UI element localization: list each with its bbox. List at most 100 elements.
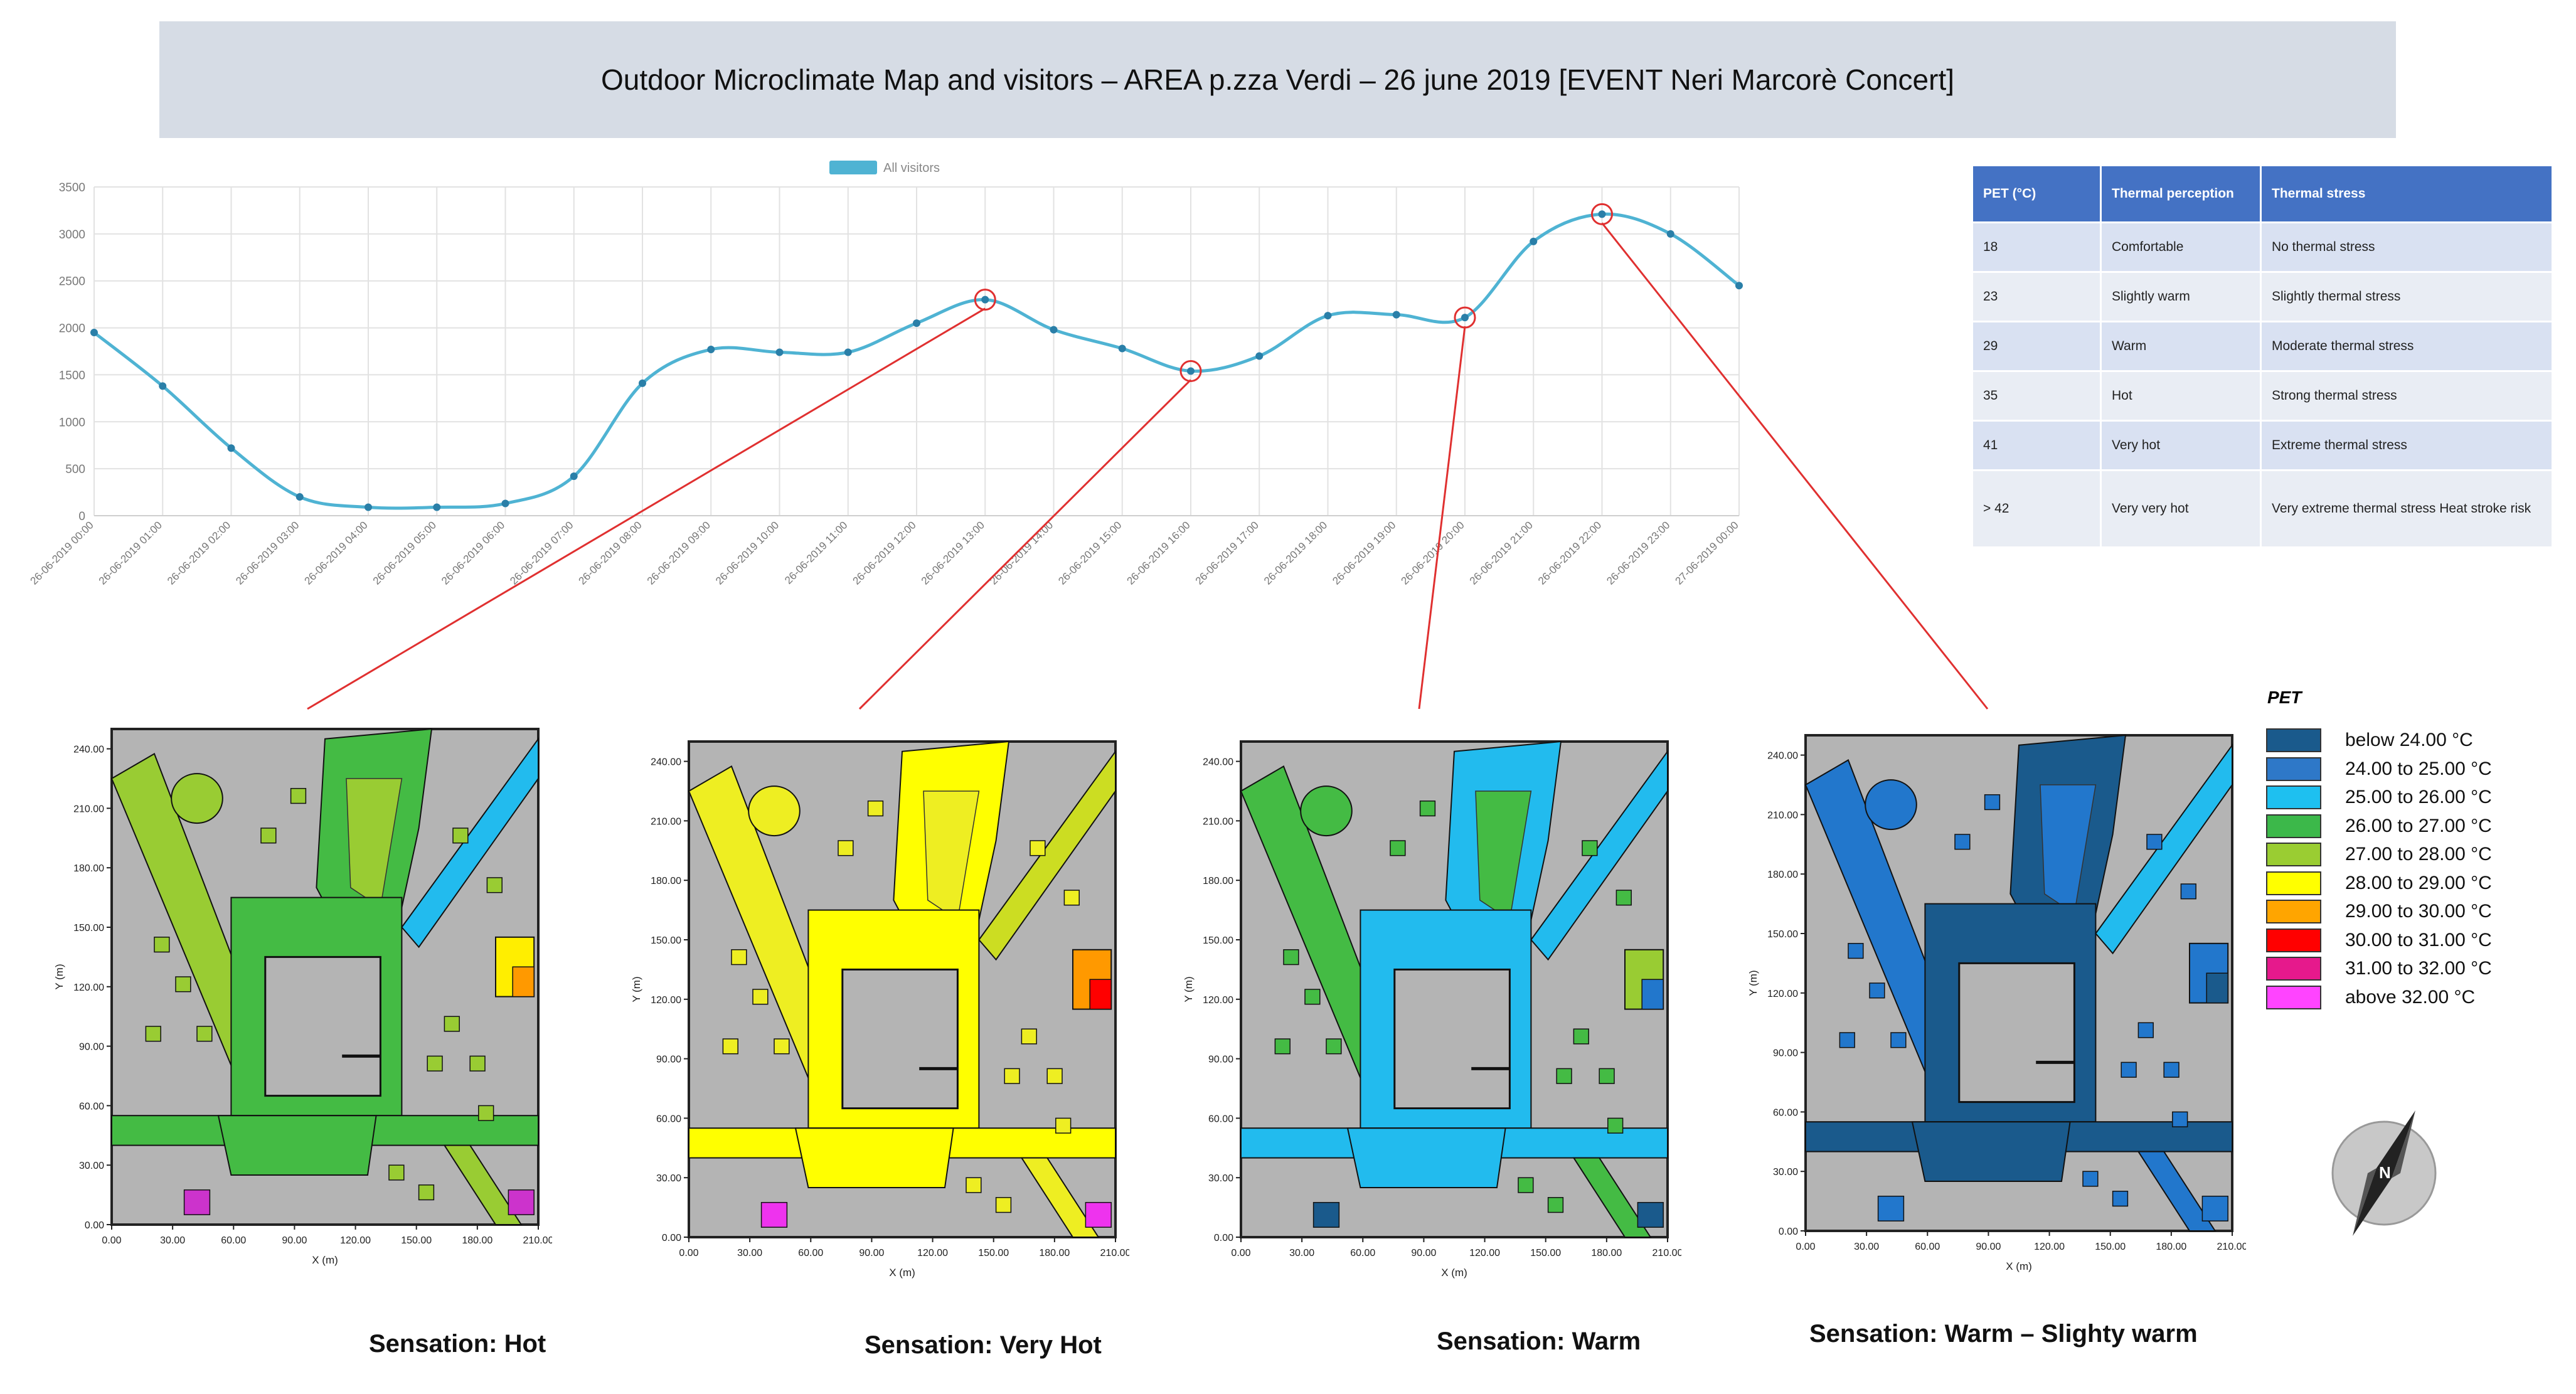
x-tick-label: 26-06-2019 02:00 [165, 519, 233, 587]
x-tick-label: 26-06-2019 12:00 [850, 519, 918, 587]
pet-zone [2095, 743, 2233, 955]
pet-zone [1582, 840, 1598, 856]
pet-table-cell: Slightly thermal stress [2260, 271, 2553, 322]
map-y-tick-label: 0.00 [1779, 1226, 1798, 1237]
pet-zone [452, 827, 469, 844]
data-point [1118, 344, 1126, 353]
legend-swatch [2266, 785, 2321, 809]
pet-table-row: 35 Hot Strong thermal stress [1971, 370, 2553, 422]
x-tick-label: 26-06-2019 18:00 [1262, 519, 1329, 587]
map-x-tick-label: 210.00 [2217, 1242, 2246, 1252]
pet-zone [1085, 1201, 1112, 1228]
pet-table-cell: 18 [1971, 221, 2102, 273]
pet-map: 0.00 30.00 60.00 90.00 120.00 150.00 180.00 210… [1183, 740, 1683, 1279]
pet-zone [978, 749, 1116, 961]
map-x-tick-label: 90.00 [282, 1235, 307, 1246]
map-x-tick-label: 210.00 [1100, 1248, 1129, 1258]
map-building [1393, 968, 1511, 1110]
legend-label: above 32.00 °C [2345, 986, 2476, 1008]
legend-item: 24.00 to 25.00 °C [2266, 757, 2492, 782]
compass-label: N [2379, 1163, 2391, 1182]
pet-table-header: Thermal stress [2260, 164, 2553, 223]
pet-zone [217, 1115, 377, 1176]
map-x-tick-label: 180.00 [2156, 1242, 2186, 1252]
map-y-tick-label: 60.00 [1208, 1114, 1233, 1124]
x-tick-label: 26-06-2019 08:00 [576, 519, 644, 587]
legend-label: 24.00 to 25.00 °C [2345, 758, 2492, 779]
x-tick-label: 26-06-2019 11:00 [782, 519, 849, 586]
map-y-tick-label: 180.00 [1203, 876, 1233, 886]
map-x-tick-label: 210.00 [523, 1235, 552, 1246]
map-x-label: X (m) [312, 1254, 338, 1266]
pet-zone [1573, 1028, 1589, 1045]
y-tick-labels: 0 500 1000 1500 2000 2500 3000 3500 [59, 181, 85, 523]
map-axes: 0.00 30.00 60.00 90.00 120.00 150.00 180.00 210… [631, 757, 1131, 1279]
pet-zone [2137, 1151, 2217, 1232]
data-point [1735, 282, 1743, 290]
map-x-tick-label: 60.00 [1915, 1242, 1940, 1252]
pet-table-cell: > 42 [1971, 469, 2102, 548]
map-y-tick-label: 240.00 [1767, 751, 1798, 762]
legend-item: below 24.00 °C [2266, 728, 2473, 753]
pet-table-cell: Slightly warm [2100, 271, 2262, 322]
map-y-tick-label: 180.00 [651, 876, 681, 886]
pet-zone [794, 1127, 954, 1188]
pet-zone [1326, 1038, 1342, 1055]
legend-swatch [2266, 985, 2321, 1009]
pet-table-cell: 41 [1971, 420, 2102, 471]
map-x-label: X (m) [889, 1267, 915, 1279]
pet-zone [1572, 1157, 1652, 1238]
pet-zone [1599, 1068, 1615, 1084]
legend-label: 27.00 to 28.00 °C [2345, 844, 2492, 865]
pet-zone [731, 949, 747, 966]
map-y-tick-label: 90.00 [1773, 1048, 1798, 1059]
data-point [1598, 210, 1606, 218]
pet-zone [1615, 890, 1632, 906]
legend-label: 30.00 to 31.00 °C [2345, 929, 2492, 950]
map-x-tick-label: 0.00 [102, 1235, 121, 1246]
map-y-tick-label: 0.00 [1214, 1233, 1233, 1243]
map-y-tick-label: 90.00 [1208, 1055, 1233, 1065]
map-x-tick-label: 120.00 [917, 1248, 948, 1258]
map-x-tick-label: 120.00 [1469, 1248, 1500, 1258]
y-tick-label: 3500 [59, 181, 85, 194]
data-point [639, 379, 646, 387]
data-point [1530, 237, 1538, 245]
pet-zone [1556, 1068, 1572, 1084]
map-y-tick-label: 210.00 [651, 816, 681, 827]
data-point [981, 295, 989, 304]
pet-map-panel-3: 0.00 30.00 60.00 90.00 120.00 150.00 180.00 210… [1167, 728, 1683, 1302]
map-x-tick-label: 120.00 [340, 1235, 371, 1246]
map-y-tick-label: 120.00 [73, 982, 104, 993]
map-building [1958, 962, 2075, 1104]
pet-zone [1530, 749, 1668, 961]
pet-table-row: 23 Slightly warm Slightly thermal stress [1971, 271, 2553, 322]
pet-zone [290, 788, 307, 804]
map-plot-area [110, 728, 540, 1226]
x-tick-label: 26-06-2019 00:00 [28, 519, 95, 587]
map-y-tick-label: 60.00 [1773, 1107, 1798, 1118]
pet-zone [1030, 840, 1046, 856]
map-y-tick-label: 240.00 [73, 745, 104, 755]
data-point [501, 499, 509, 508]
pet-zone [171, 773, 223, 824]
pet-zone [1304, 989, 1321, 1005]
pet-zone [1063, 890, 1080, 906]
legend-label: 26.00 to 27.00 °C [2345, 815, 2492, 836]
pet-map-panel-2: 0.00 30.00 60.00 90.00 120.00 150.00 180.00 210… [615, 728, 1131, 1302]
pet-zone [2163, 1061, 2179, 1078]
pet-zone [1877, 1195, 1905, 1221]
map-caption: Sensation: Very Hot [865, 1331, 1102, 1359]
pet-map-panel-1: 0.00 30.00 60.00 90.00 120.00 150.00 180.00 210… [38, 715, 554, 1289]
map-x-tick-label: 90.00 [859, 1248, 884, 1258]
pet-zone [1848, 943, 1864, 959]
map-x-tick-label: 180.00 [1039, 1248, 1070, 1258]
pet-zone [196, 1026, 213, 1042]
pet-zone [2172, 1111, 2188, 1127]
pet-table-cell: Extreme thermal stress [2260, 420, 2553, 471]
legend-item: 31.00 to 32.00 °C [2266, 956, 2492, 981]
map-x-tick-label: 60.00 [798, 1248, 823, 1258]
x-tick-label: 26-06-2019 16:00 [1124, 519, 1192, 587]
map-y-tick-label: 90.00 [79, 1042, 104, 1053]
map-y-tick-label: 210.00 [1203, 816, 1233, 827]
